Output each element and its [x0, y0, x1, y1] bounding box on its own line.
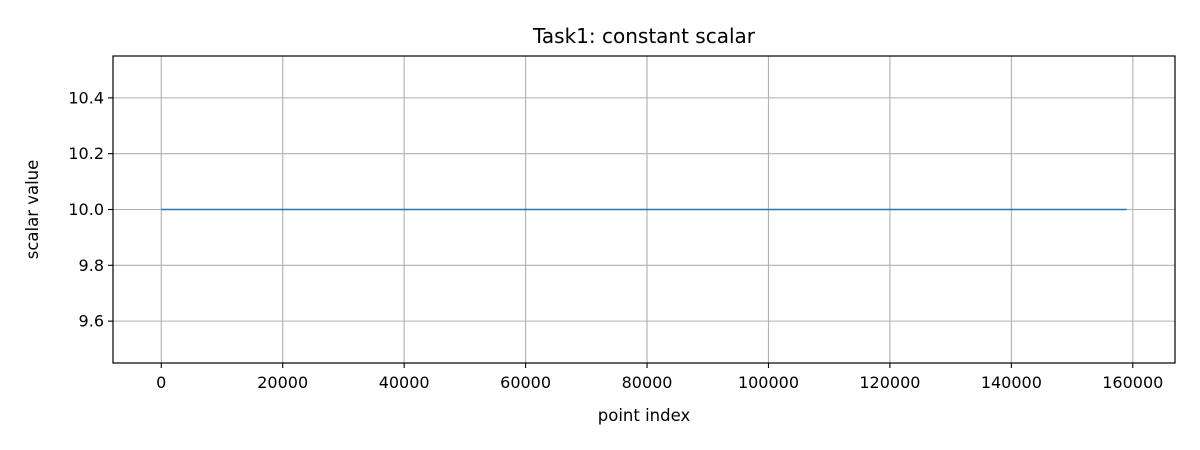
y-tick-label: 9.6: [79, 312, 104, 331]
grid: [113, 56, 1175, 363]
x-tick-label: 80000: [622, 373, 673, 392]
x-tick-label: 0: [156, 373, 166, 392]
y-tick-label: 10.4: [68, 88, 104, 107]
x-tick-label: 40000: [379, 373, 430, 392]
y-tick-label: 9.8: [79, 256, 104, 275]
chart-title: Task1: constant scalar: [532, 24, 756, 48]
x-tick-label: 20000: [257, 373, 308, 392]
x-tick-label: 140000: [981, 373, 1042, 392]
y-axis-title: scalar value: [23, 160, 42, 260]
x-tick-label: 100000: [738, 373, 799, 392]
x-axis-title: point index: [598, 406, 691, 425]
ticks: 0 20000 40000 60000 80000 100000 120000 140000 1…: [68, 88, 1163, 392]
x-tick-label: 60000: [500, 373, 551, 392]
y-tick-label: 10.0: [68, 200, 104, 219]
y-tick-label: 10.2: [68, 144, 104, 163]
x-tick-label: 160000: [1102, 373, 1163, 392]
x-tick-label: 120000: [859, 373, 920, 392]
